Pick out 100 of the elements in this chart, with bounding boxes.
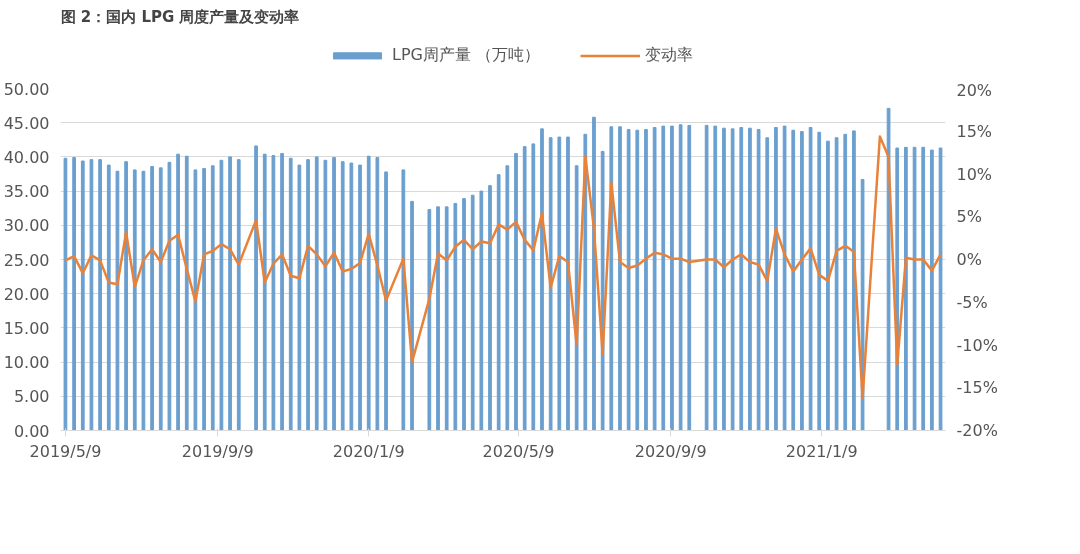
bar bbox=[314, 156, 319, 431]
bar bbox=[280, 152, 284, 431]
y-tick-label: 35.00 bbox=[3, 182, 50, 202]
y2-tick-label: 0% bbox=[956, 250, 982, 269]
bar bbox=[782, 125, 787, 431]
bar bbox=[566, 136, 570, 431]
bar bbox=[150, 165, 154, 431]
bar bbox=[254, 145, 258, 431]
x-tick-label: 2020/9/9 bbox=[634, 441, 707, 461]
y2-tick-label: 20% bbox=[956, 80, 993, 100]
bar bbox=[618, 126, 622, 431]
bar bbox=[63, 157, 68, 431]
bar bbox=[271, 155, 276, 431]
bar bbox=[98, 159, 102, 431]
bar bbox=[713, 125, 718, 431]
bar bbox=[323, 159, 328, 431]
bar bbox=[540, 128, 544, 431]
bar bbox=[384, 171, 388, 431]
bar bbox=[176, 153, 180, 431]
bar bbox=[678, 124, 683, 431]
bar bbox=[652, 126, 657, 431]
legend-label: 变动率 bbox=[645, 44, 694, 66]
y-tick-label: 10.00 bbox=[3, 353, 50, 373]
bar bbox=[635, 129, 640, 431]
bar bbox=[436, 206, 440, 431]
bar bbox=[730, 128, 735, 431]
y2-tick-label: 15% bbox=[956, 121, 993, 141]
bar bbox=[202, 168, 206, 431]
bar bbox=[800, 131, 804, 431]
bar bbox=[938, 147, 943, 431]
x-tick-label: 2020/1/9 bbox=[332, 441, 405, 461]
bar bbox=[514, 152, 518, 431]
bar bbox=[791, 129, 796, 431]
y-tick-label: 5.00 bbox=[13, 387, 50, 407]
bar bbox=[470, 194, 475, 431]
x-tick-label: 2021/1/9 bbox=[785, 441, 858, 461]
bar bbox=[843, 133, 848, 431]
bar bbox=[158, 167, 163, 431]
bar bbox=[410, 200, 414, 431]
bar bbox=[722, 127, 726, 431]
y-tick-label: 20.00 bbox=[3, 284, 50, 304]
bar bbox=[228, 156, 232, 431]
y-tick-label: 45.00 bbox=[3, 113, 50, 133]
bar bbox=[748, 127, 752, 431]
bar bbox=[496, 174, 501, 431]
bar bbox=[358, 164, 362, 431]
bar bbox=[531, 143, 536, 431]
bar bbox=[80, 160, 85, 431]
bar bbox=[106, 164, 111, 431]
bar bbox=[548, 137, 553, 431]
bar bbox=[366, 155, 371, 431]
x-tick-label: 2020/5/9 bbox=[482, 441, 555, 461]
x-tick-label: 2019/5/9 bbox=[29, 441, 102, 461]
y-tick-label: 50.00 bbox=[3, 79, 50, 99]
bar bbox=[401, 169, 406, 431]
y2-tick-label: -5% bbox=[956, 292, 988, 312]
bar bbox=[332, 157, 336, 431]
bar bbox=[670, 125, 674, 431]
bar bbox=[756, 129, 761, 431]
bar bbox=[193, 169, 198, 431]
bar bbox=[184, 155, 189, 431]
line-series bbox=[64, 135, 942, 400]
bar bbox=[505, 165, 510, 431]
y2-tick-label: -20% bbox=[956, 421, 998, 440]
bar bbox=[210, 165, 215, 431]
bar bbox=[349, 162, 354, 431]
bar bbox=[557, 136, 562, 431]
bar bbox=[834, 137, 839, 431]
bar bbox=[340, 161, 345, 431]
bar bbox=[704, 124, 709, 431]
y2-tick-label: 5% bbox=[956, 207, 982, 227]
bar bbox=[687, 124, 692, 431]
bar bbox=[930, 149, 934, 431]
bar bbox=[765, 137, 770, 431]
bar bbox=[488, 185, 492, 431]
bar bbox=[904, 146, 908, 431]
bar bbox=[262, 153, 267, 431]
y-tick-label: 25.00 bbox=[3, 250, 50, 270]
bar bbox=[141, 170, 146, 431]
bar bbox=[89, 159, 94, 431]
y2-tick-label: -15% bbox=[956, 378, 998, 398]
bar bbox=[817, 131, 822, 431]
y-tick-label: 15.00 bbox=[3, 318, 50, 338]
bar bbox=[626, 129, 631, 431]
x-tick-label: 2019/9/9 bbox=[181, 441, 254, 461]
chart-title: 图 2：国内 LPG 周度产量及变动率 bbox=[60, 7, 300, 26]
bar bbox=[288, 157, 293, 431]
bar bbox=[453, 202, 458, 431]
bar bbox=[808, 126, 813, 431]
bar bbox=[774, 126, 778, 431]
bar bbox=[661, 125, 666, 431]
bar bbox=[912, 146, 917, 431]
bar bbox=[609, 126, 614, 431]
bar bbox=[132, 169, 137, 431]
bar bbox=[297, 164, 302, 431]
bar bbox=[124, 161, 128, 431]
bar bbox=[921, 146, 926, 431]
y2-tick-label: 10% bbox=[956, 164, 993, 184]
bar bbox=[219, 159, 224, 431]
bar bbox=[167, 161, 172, 431]
